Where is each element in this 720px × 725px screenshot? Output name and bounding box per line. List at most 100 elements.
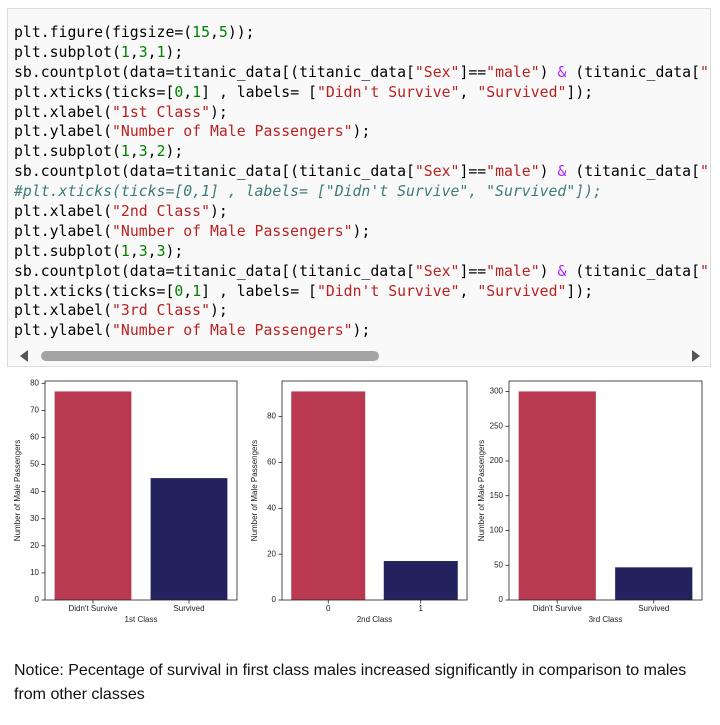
scroll-right[interactable] — [692, 350, 700, 362]
code-token: , — [129, 43, 139, 61]
code-token: 0 — [174, 282, 184, 300]
code-token: 5 — [218, 24, 228, 41]
scroll-left[interactable] — [20, 350, 28, 362]
code-token: "Number of Male Passengers" — [112, 222, 353, 240]
code-token: "Survived" — [477, 83, 567, 101]
code-token: plt.ylabel( — [14, 123, 112, 141]
code-token: , — [147, 242, 157, 260]
code-token: ) — [539, 63, 558, 81]
code-token: 15 — [192, 24, 210, 41]
y-tick-label: 70 — [30, 405, 39, 414]
y-tick-label: 20 — [267, 549, 276, 558]
x-tick-label: Didn't Survive — [68, 604, 118, 613]
code-token: " — [700, 163, 709, 181]
code-token: 1 — [120, 242, 130, 260]
y-tick-label: 60 — [30, 433, 39, 442]
code-line: plt.figure(figsize=(15,5)); — [14, 23, 710, 43]
x-axis-label: 1st Class — [125, 615, 158, 624]
code-token: ); — [210, 203, 228, 221]
code-token: , — [129, 242, 139, 260]
y-tick-label: 10 — [30, 568, 39, 577]
code-token: "Didn't Survive" — [316, 83, 460, 101]
y-axis-label: Number of Male Passengers — [477, 440, 486, 541]
code-token: ); — [165, 43, 184, 61]
code-token: , — [459, 83, 478, 101]
code-line: sb.countplot(data=titanic_data[(titanic_… — [14, 162, 710, 182]
code-token: ]== — [459, 163, 487, 181]
code-line: plt.ylabel("Number of Male Passengers"); — [14, 321, 710, 341]
x-tick-label: Survived — [173, 604, 204, 613]
code-line: plt.subplot(1,3,2); — [14, 142, 710, 162]
code-token: 1 — [120, 43, 130, 61]
scrollbar[interactable] — [8, 346, 710, 366]
bar — [615, 567, 693, 600]
code-token: 0 — [174, 83, 184, 101]
x-tick-label: Didn't Survive — [533, 604, 583, 613]
y-axis-label: Number of Male Passengers — [250, 440, 259, 541]
y-tick-label: 40 — [30, 487, 39, 496]
bar — [150, 478, 228, 600]
code-token: , — [147, 43, 157, 61]
code-token: ); — [165, 242, 184, 260]
y-tick-label: 200 — [490, 456, 504, 465]
code-line: plt.xlabel("3rd Class"); — [14, 301, 710, 321]
scroll-thumb[interactable] — [41, 351, 379, 361]
x-tick-label: Survived — [638, 604, 669, 613]
code-line: sb.countplot(data=titanic_data[(titanic_… — [14, 63, 710, 83]
code-block: plt.figure(figsize=(15,5)); plt.subplot(1… — [14, 23, 710, 341]
y-tick-label: 0 — [499, 595, 504, 604]
code-token: , — [183, 83, 193, 101]
y-tick-label: 100 — [490, 526, 504, 535]
y-tick-label: 150 — [490, 491, 504, 500]
y-tick-label: 50 — [30, 460, 39, 469]
y-tick-label: 30 — [30, 514, 39, 523]
code-line: plt.subplot(1,3,1); — [14, 43, 710, 63]
code-token: , — [210, 24, 219, 41]
code-token: "male" — [486, 163, 540, 181]
code-token: plt.subplot( — [14, 43, 121, 61]
code-token: "Survived" — [477, 282, 567, 300]
code-token: )); — [227, 24, 255, 41]
code-token: "3rd Class" — [112, 302, 210, 320]
code-line: plt.xticks(ticks=[0,1] , labels= ["Didn'… — [14, 83, 710, 103]
code-line: #plt.xticks(ticks=[0,1] , labels= ["Didn… — [14, 183, 602, 201]
code-token: ]== — [459, 63, 487, 81]
code-token: plt.xticks(ticks=[ — [14, 282, 175, 300]
code-token: plt.xlabel( — [14, 302, 112, 320]
code-token: (titanic_data[ — [566, 262, 701, 280]
code-token: ); — [210, 103, 228, 121]
code-token: , — [183, 282, 193, 300]
code-token: 3 — [156, 242, 166, 260]
code-token: (titanic_data[ — [566, 163, 701, 181]
code-line: plt.xlabel("2nd Class"); — [14, 202, 710, 222]
x-tick-label: 1 — [419, 604, 424, 613]
code-token: 3 — [138, 143, 148, 161]
code-token: "Didn't Survive" — [316, 282, 460, 300]
x-tick-label: 0 — [326, 604, 331, 613]
code-token: "1st Class" — [112, 103, 210, 121]
code-token: & — [557, 63, 567, 81]
code-token: "Number of Male Passengers" — [112, 123, 353, 141]
code-token: 1 — [192, 83, 202, 101]
code-token: "Number of Male Passengers" — [112, 322, 353, 340]
y-tick-label: 60 — [267, 458, 276, 467]
axes-frame — [281, 380, 468, 601]
code-token: 2 — [156, 143, 166, 161]
y-tick-label: 0 — [272, 595, 277, 604]
code-token: ); — [210, 302, 228, 320]
code-token: plt.ylabel( — [14, 222, 112, 240]
code-token: & — [557, 262, 567, 280]
code-token: ] , labels= [ — [201, 83, 317, 101]
y-tick-label: 80 — [30, 378, 39, 387]
y-tick-label: 50 — [494, 560, 503, 569]
code-token: plt.xlabel( — [14, 203, 112, 221]
code-token: ); — [165, 143, 184, 161]
code-token: "Sex" — [414, 262, 460, 280]
code-token: ) — [539, 163, 558, 181]
y-tick-label: 40 — [267, 503, 276, 512]
code-token: "male" — [486, 262, 540, 280]
code-token: ); — [352, 322, 371, 340]
code-token: ]); — [566, 282, 594, 300]
